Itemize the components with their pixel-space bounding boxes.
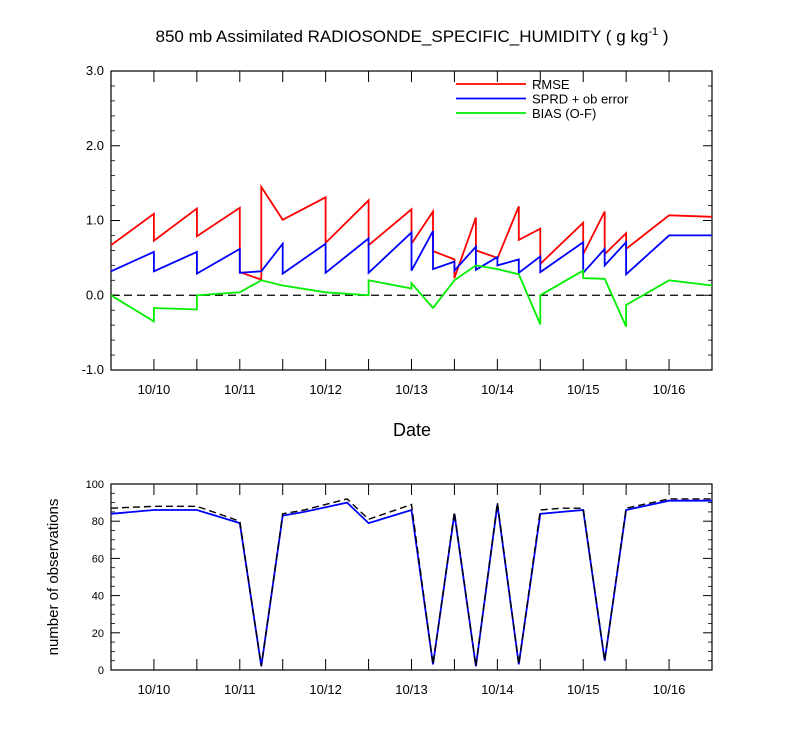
top-x-tick-label: 10/15 <box>567 382 600 397</box>
top-x-tick-label: 10/10 <box>138 382 171 397</box>
top-y-tick-label: 1.0 <box>86 213 104 228</box>
bottom-y-tick-label: 0 <box>98 665 104 677</box>
title-close: ) <box>658 27 668 46</box>
bottom-y-tick-label: 80 <box>92 516 104 528</box>
bottom-series-line-0 <box>110 499 712 667</box>
top-x-tick-label: 10/11 <box>224 382 256 397</box>
bottom-x-tick-label: 10/15 <box>567 682 600 697</box>
bottom-panel: 0 20 40 60 80 100 10/10 10/11 10/12 10/13 10/14 10/… <box>45 479 713 697</box>
bottom-x-tick-label: 10/12 <box>309 682 342 697</box>
bottom-x-tick-label: 10/14 <box>481 682 514 697</box>
top-chart-title: 850 mb Assimilated RADIOSONDE_SPECIFIC_H… <box>156 26 669 46</box>
top-x-tick-label: 10/14 <box>481 382 514 397</box>
bottom-x-tick-label: 10/11 <box>224 682 256 697</box>
top-plot-area: -1.0 0.0 1.0 2.0 3.0 10/10 10/11 10/12 10/13 10/1… <box>82 63 713 397</box>
bottom-x-tick-label: 10/10 <box>138 682 171 697</box>
legend-label-2: BIAS (O-F) <box>532 106 596 121</box>
bottom-series-line-1 <box>110 498 712 667</box>
title-main: 850 mb Assimilated RADIOSONDE_SPECIFIC_H… <box>156 27 649 46</box>
bottom-y-axis-label: number of observations <box>45 499 62 656</box>
legend-label-1: SPRD + ob error <box>532 92 629 107</box>
top-x-tick-label: 10/13 <box>395 382 428 397</box>
bottom-y-tick-label: 40 <box>92 591 104 603</box>
title-exponent: -1 <box>648 26 658 38</box>
top-y-tick-label: 3.0 <box>86 63 104 78</box>
top-x-axis-label: Date <box>393 420 431 440</box>
bottom-y-tick-label: 20 <box>92 628 104 640</box>
top-y-tick-label: -1.0 <box>82 362 104 377</box>
bottom-y-tick-label: 100 <box>86 479 104 491</box>
bottom-plot-area: 0 20 40 60 80 100 10/10 10/11 10/12 10/13 10/14 10/… <box>86 479 713 697</box>
top-series-line-2 <box>110 264 713 327</box>
top-x-tick-label: 10/12 <box>309 382 342 397</box>
top-panel: 850 mb Assimilated RADIOSONDE_SPECIFIC_H… <box>82 26 713 440</box>
top-y-tick-label: 2.0 <box>86 138 104 153</box>
top-y-tick-label: 0.0 <box>86 287 104 302</box>
bottom-x-tick-label: 10/13 <box>395 682 428 697</box>
legend-label-0: RMSE <box>532 77 570 92</box>
bottom-y-tick-label: 60 <box>92 553 104 565</box>
top-x-tick-label: 10/16 <box>653 382 686 397</box>
bottom-x-tick-label: 10/16 <box>653 682 686 697</box>
top-series-line-1 <box>110 230 712 277</box>
